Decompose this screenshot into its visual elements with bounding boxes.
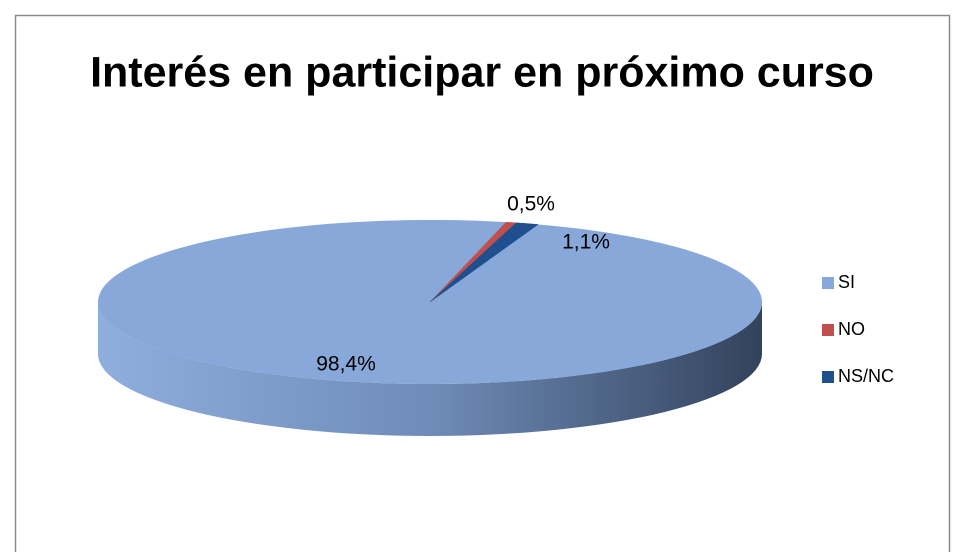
legend-label: NS/NC xyxy=(838,366,894,386)
data-label: 1,1% xyxy=(562,231,610,254)
legend-label: SI xyxy=(838,272,855,292)
data-label: 98,4% xyxy=(316,353,376,376)
legend-swatch xyxy=(822,324,834,336)
data-label: 0,5% xyxy=(507,193,555,216)
legend-swatch xyxy=(822,371,834,383)
chart-title: Interés en participar en próximo curso xyxy=(90,48,874,96)
pie-slice xyxy=(429,222,539,303)
legend-label: NO xyxy=(838,319,865,339)
legend-swatch xyxy=(822,277,834,289)
pie-side xyxy=(98,302,762,436)
